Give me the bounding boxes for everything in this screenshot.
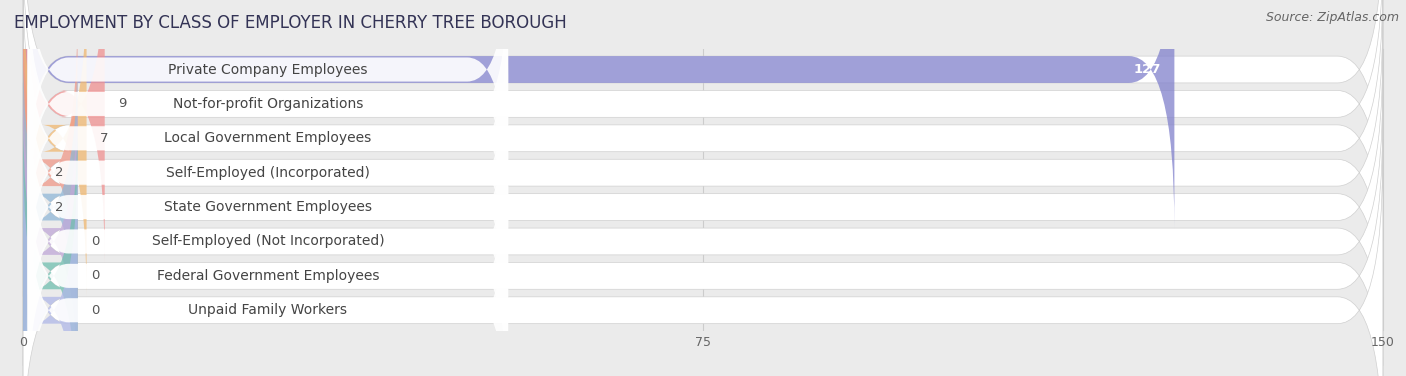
FancyBboxPatch shape: [22, 83, 1384, 376]
Text: Source: ZipAtlas.com: Source: ZipAtlas.com: [1265, 11, 1399, 24]
FancyBboxPatch shape: [22, 0, 87, 297]
Text: Federal Government Employees: Federal Government Employees: [156, 269, 380, 283]
FancyBboxPatch shape: [22, 49, 1384, 365]
FancyBboxPatch shape: [22, 152, 77, 376]
FancyBboxPatch shape: [28, 0, 508, 281]
Text: 0: 0: [91, 304, 100, 317]
Text: 9: 9: [118, 97, 127, 111]
FancyBboxPatch shape: [28, 64, 508, 350]
FancyBboxPatch shape: [22, 152, 1384, 376]
FancyBboxPatch shape: [22, 49, 77, 365]
Text: Private Company Employees: Private Company Employees: [169, 62, 367, 76]
FancyBboxPatch shape: [28, 133, 508, 376]
Text: 7: 7: [100, 132, 108, 145]
Text: Not-for-profit Organizations: Not-for-profit Organizations: [173, 97, 363, 111]
Text: Local Government Employees: Local Government Employees: [165, 131, 371, 145]
Text: Unpaid Family Workers: Unpaid Family Workers: [188, 303, 347, 317]
FancyBboxPatch shape: [22, 0, 1384, 262]
FancyBboxPatch shape: [22, 117, 1384, 376]
Text: Self-Employed (Not Incorporated): Self-Employed (Not Incorporated): [152, 235, 384, 249]
Text: Self-Employed (Incorporated): Self-Employed (Incorporated): [166, 166, 370, 180]
FancyBboxPatch shape: [22, 14, 77, 331]
FancyBboxPatch shape: [28, 30, 508, 315]
FancyBboxPatch shape: [22, 0, 1384, 228]
FancyBboxPatch shape: [22, 83, 77, 376]
FancyBboxPatch shape: [22, 0, 1384, 297]
Text: State Government Employees: State Government Employees: [165, 200, 371, 214]
Text: 127: 127: [1133, 63, 1161, 76]
Text: 0: 0: [91, 269, 100, 282]
Text: 2: 2: [55, 200, 63, 214]
FancyBboxPatch shape: [22, 14, 1384, 331]
FancyBboxPatch shape: [22, 0, 104, 262]
FancyBboxPatch shape: [28, 0, 508, 212]
FancyBboxPatch shape: [22, 0, 1174, 228]
Text: EMPLOYMENT BY CLASS OF EMPLOYER IN CHERRY TREE BOROUGH: EMPLOYMENT BY CLASS OF EMPLOYER IN CHERR…: [14, 14, 567, 32]
FancyBboxPatch shape: [28, 99, 508, 376]
FancyBboxPatch shape: [28, 168, 508, 376]
Text: 2: 2: [55, 166, 63, 179]
Text: 0: 0: [91, 235, 100, 248]
FancyBboxPatch shape: [28, 0, 508, 247]
FancyBboxPatch shape: [22, 117, 77, 376]
